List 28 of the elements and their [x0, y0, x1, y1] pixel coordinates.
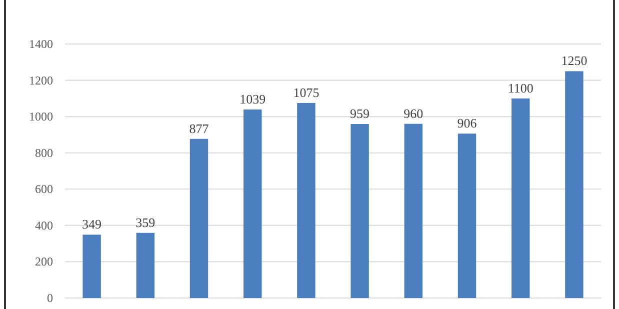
bar — [243, 109, 262, 298]
data-label: 1100 — [508, 80, 534, 96]
data-label: 877 — [189, 120, 210, 136]
y-tick-label: 200 — [35, 254, 53, 269]
y-tick-label: 1200 — [29, 73, 53, 88]
data-label: 906 — [457, 116, 478, 131]
bar — [190, 138, 208, 298]
y-tick-label: 600 — [35, 182, 53, 196]
bar — [82, 234, 101, 298]
data-label: 1075 — [293, 84, 320, 100]
data-label: 960 — [404, 106, 424, 121]
bar — [297, 102, 316, 298]
data-label: 1039 — [240, 91, 266, 106]
bar — [350, 124, 369, 298]
bar — [565, 71, 584, 298]
bar — [404, 124, 423, 298]
bar — [458, 134, 476, 298]
data-label: 959 — [350, 106, 370, 122]
bar — [136, 232, 155, 298]
bar — [511, 98, 530, 298]
data-label: 1250 — [561, 53, 588, 68]
y-tick-label: 400 — [35, 218, 53, 232]
y-tick-label: 1400 — [29, 37, 53, 51]
y-tick-label: 800 — [35, 146, 53, 160]
y-tick-label: 1000 — [29, 110, 53, 124]
data-label: 349 — [82, 216, 102, 232]
data-label: 359 — [136, 214, 156, 230]
y-tick-label: 0 — [47, 291, 53, 305]
